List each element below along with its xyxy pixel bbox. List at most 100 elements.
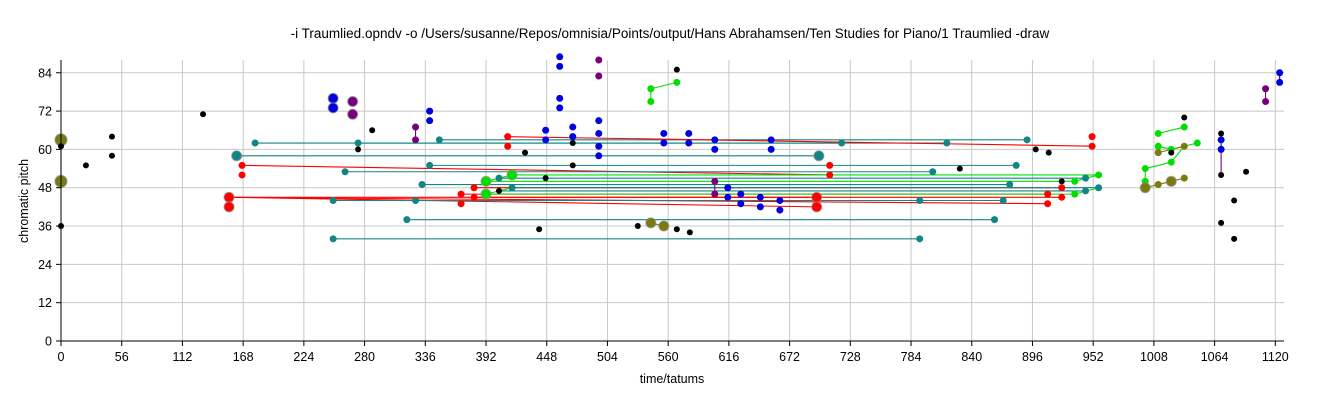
x-tick-label: 504 (597, 350, 618, 364)
data-point (1095, 184, 1103, 192)
data-point (813, 150, 825, 162)
data-point (811, 201, 823, 213)
data-point (711, 190, 719, 198)
data-point (1006, 181, 1014, 189)
data-point (1045, 149, 1052, 156)
data-point (686, 229, 693, 236)
x-tick-label: 616 (718, 350, 739, 364)
data-point (569, 162, 576, 169)
data-point (495, 174, 503, 182)
data-point (685, 129, 693, 137)
data-point (595, 129, 603, 137)
data-point (767, 136, 775, 144)
y-tick-label: 12 (38, 296, 52, 310)
data-point (737, 190, 745, 198)
x-tick-label: 224 (293, 350, 314, 364)
pattern-connector-line (1145, 161, 1172, 170)
x-tick-label: 392 (476, 350, 497, 364)
data-point (1276, 69, 1284, 77)
data-point (1141, 165, 1149, 173)
data-point (1243, 168, 1250, 175)
data-point (756, 193, 764, 201)
data-point (673, 226, 680, 233)
data-point (1058, 193, 1066, 201)
data-point (542, 175, 549, 182)
x-tick-label: 280 (354, 350, 375, 364)
x-axis-label: time/tatums (640, 372, 705, 386)
data-point (1180, 174, 1188, 182)
data-point (556, 104, 564, 112)
data-point (1044, 200, 1052, 208)
pattern-connector-line (650, 81, 677, 90)
data-point (329, 197, 337, 204)
data-point (660, 129, 668, 137)
data-point (916, 197, 924, 204)
data-point (504, 133, 512, 141)
data-point (1012, 161, 1020, 169)
data-point (418, 181, 426, 189)
data-point (991, 216, 999, 224)
data-point (496, 187, 503, 194)
data-point (341, 168, 349, 176)
x-axis-ticks: 0 56 112 168 224 280 336 392 448 504 560 616 672 728 7… (58, 341, 1289, 364)
data-point (457, 190, 465, 198)
data-point (737, 200, 745, 208)
data-point (999, 197, 1007, 204)
data-point (1262, 98, 1270, 106)
data-point (1071, 190, 1079, 198)
data-point (329, 235, 337, 243)
data-point (660, 139, 668, 147)
data-point (480, 188, 492, 200)
data-point (1217, 136, 1225, 144)
data-point (1058, 178, 1065, 185)
data-point (569, 123, 577, 131)
y-axis-ticks: 0 12 24 36 48 60 72 84 (38, 66, 61, 349)
x-tick-label: 728 (840, 350, 861, 364)
data-point (1180, 123, 1188, 131)
data-point (108, 133, 115, 140)
x-tick-label: 112 (172, 350, 192, 364)
data-point (327, 92, 339, 104)
data-point (647, 85, 655, 93)
data-point (82, 162, 89, 169)
data-point (1181, 114, 1188, 121)
data-point (776, 197, 784, 204)
data-point (470, 193, 478, 201)
data-point (645, 217, 657, 229)
data-point (354, 139, 362, 147)
data-point (1218, 171, 1225, 178)
data-point (724, 184, 732, 192)
data-point (1032, 146, 1039, 153)
data-point (1154, 129, 1162, 137)
data-point (480, 175, 492, 187)
y-tick-label: 72 (38, 105, 52, 119)
data-point (1168, 149, 1175, 156)
data-point (1095, 171, 1103, 179)
data-point (504, 142, 512, 150)
data-point (536, 226, 543, 233)
x-tick-label: 1064 (1201, 350, 1229, 364)
data-point (200, 111, 207, 118)
data-point (355, 146, 362, 153)
data-point (1044, 190, 1052, 198)
data-point (658, 220, 670, 232)
x-tick-label: 672 (779, 350, 800, 364)
data-point (556, 62, 564, 70)
data-point (826, 171, 834, 179)
data-point (1218, 130, 1225, 137)
pattern-connector-line (229, 196, 817, 208)
data-point (231, 150, 243, 162)
data-point (1023, 136, 1031, 144)
data-point (412, 136, 420, 144)
pattern-connector-line (242, 164, 830, 176)
x-tick-label: 1008 (1140, 350, 1168, 364)
data-point (1088, 133, 1096, 141)
data-point (347, 95, 359, 108)
data-point (1154, 181, 1162, 189)
data-point (1262, 85, 1270, 93)
data-point (685, 139, 693, 147)
data-point (108, 152, 115, 159)
data-point (412, 197, 420, 204)
data-point (595, 72, 603, 80)
